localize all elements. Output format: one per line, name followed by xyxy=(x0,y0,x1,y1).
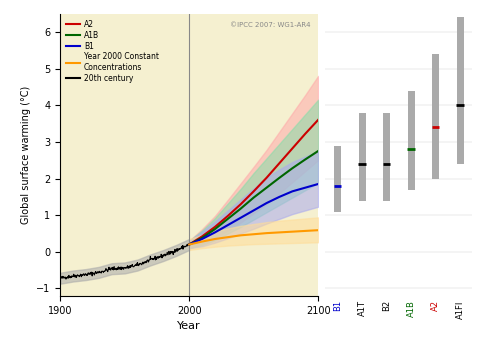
X-axis label: Year: Year xyxy=(177,321,201,331)
Bar xyxy=(408,90,415,189)
Text: B1: B1 xyxy=(333,300,342,311)
Bar xyxy=(359,113,365,201)
Text: A1T: A1T xyxy=(358,300,367,316)
Y-axis label: Global surface warming (°C): Global surface warming (°C) xyxy=(21,86,31,224)
Text: B2: B2 xyxy=(382,300,391,311)
Text: A1FI: A1FI xyxy=(455,300,465,319)
Bar xyxy=(456,17,464,164)
Text: A1B: A1B xyxy=(407,300,415,317)
Legend: A2, A1B, B1, Year 2000 Constant
Concentrations, 20th century: A2, A1B, B1, Year 2000 Constant Concentr… xyxy=(64,17,161,85)
Text: A2: A2 xyxy=(431,300,440,311)
Text: ©IPCC 2007: WG1-AR4: ©IPCC 2007: WG1-AR4 xyxy=(230,22,310,28)
Bar xyxy=(334,146,341,211)
Bar xyxy=(383,113,390,201)
Bar xyxy=(432,54,439,178)
